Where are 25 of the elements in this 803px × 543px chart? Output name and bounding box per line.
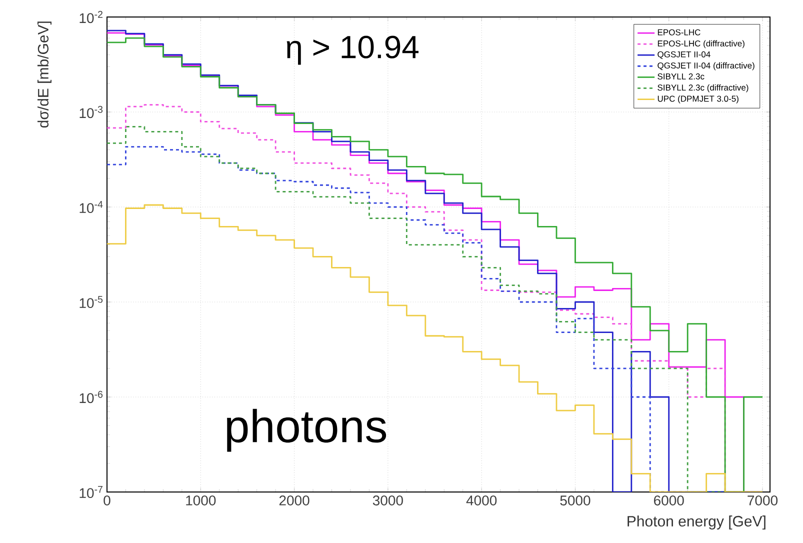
annotation: photons <box>227 408 386 452</box>
legend-label: EPOS-LHC (diffractive) <box>658 40 744 48</box>
x-tick-label: 2000 <box>279 496 310 506</box>
annotation: η > 10.94 <box>286 36 419 65</box>
legend-label: QGSJET II-04 <box>658 51 710 59</box>
legend-label: SIBYLL 2.3c <box>658 73 704 80</box>
legend-label: EPOS-LHC <box>658 29 700 36</box>
y-tick-label: 10$^{-6}$ <box>80 390 103 404</box>
legend-label: SIBYLL 2.3c (diffractive) <box>658 84 748 92</box>
y-axis-title: dσ/dE [mb/GeV] <box>37 22 52 128</box>
x-tick-label: 4000 <box>466 496 497 506</box>
x-tick-label: 0 <box>104 496 110 506</box>
y-tick-label: 10$^{-7}$ <box>80 486 102 498</box>
legend-label: QGSJET II-04 (diffractive) <box>658 62 754 70</box>
x-axis-title: Photon energy [GeV] <box>628 516 766 530</box>
x-tick-label: 5000 <box>560 496 590 506</box>
y-tick-label: 10$^{-4}$ <box>80 200 103 214</box>
y-tick-label: 10$^{-3}$ <box>80 106 103 118</box>
legend-label: UPC (DPMJET 3.0-5) <box>658 95 738 104</box>
x-tick-label: 3000 <box>372 496 403 506</box>
x-tick-label: 6000 <box>654 496 684 506</box>
y-tick-label: 10$^{-5}$ <box>80 296 103 308</box>
x-tick-label: 1000 <box>186 496 216 506</box>
x-tick-label: 7000 <box>748 496 778 506</box>
y-tick-label: 10$^{-2}$ <box>80 10 102 24</box>
